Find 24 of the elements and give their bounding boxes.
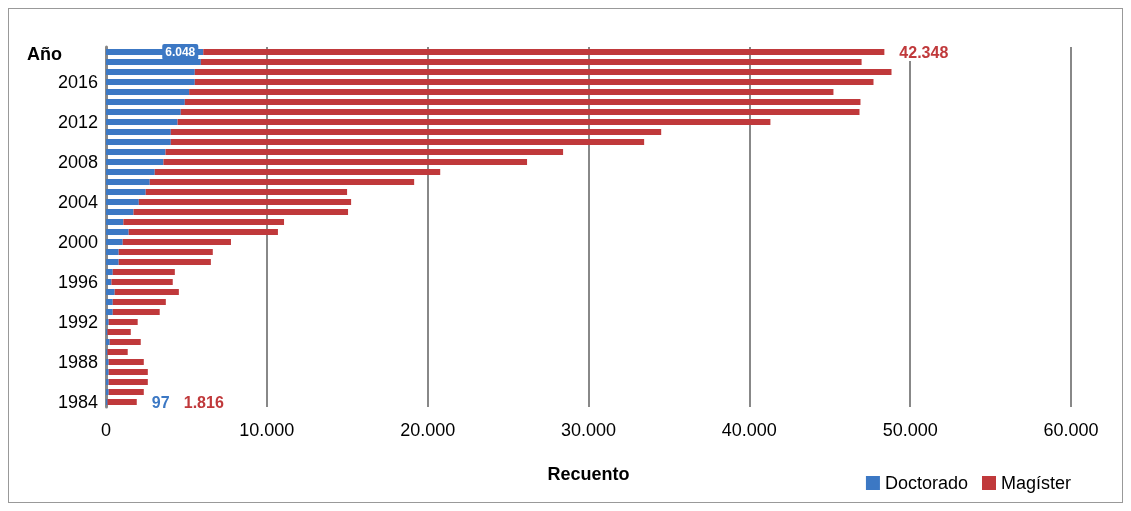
x-tick-label: 30.000: [560, 420, 617, 440]
y-tick-label: 2012: [57, 112, 98, 132]
y-tick-label: 2004: [57, 192, 98, 212]
x-tick-label: 0: [100, 420, 112, 440]
x-tick-label: 40.000: [721, 420, 777, 440]
x-axis-title: Recuento: [547, 464, 630, 484]
x-tick-label: 10.000: [239, 420, 295, 440]
legend-label: Magíster: [1000, 473, 1072, 493]
x-tick-label: 60.000: [1043, 420, 1099, 440]
y-tick-label: 2008: [57, 152, 98, 172]
legend-label: Doctorado: [884, 473, 968, 493]
y-tick-label: 2000: [57, 232, 98, 252]
x-tick-label: 50.000: [882, 420, 938, 440]
data-label: 6.048: [165, 45, 196, 59]
data-label: 1.816: [183, 393, 224, 411]
y-tick-label: 2016: [57, 72, 98, 92]
y-tick-label: 1988: [57, 352, 98, 372]
x-tick-label: 20.000: [400, 420, 456, 440]
y-tick-label: 1992: [57, 312, 98, 332]
y-tick-label: 1996: [57, 272, 98, 292]
y-tick-label: 1984: [57, 392, 98, 412]
data-label: 97: [151, 393, 170, 411]
data-label: 42.348: [899, 43, 949, 61]
y-axis-title: Año: [27, 44, 62, 64]
